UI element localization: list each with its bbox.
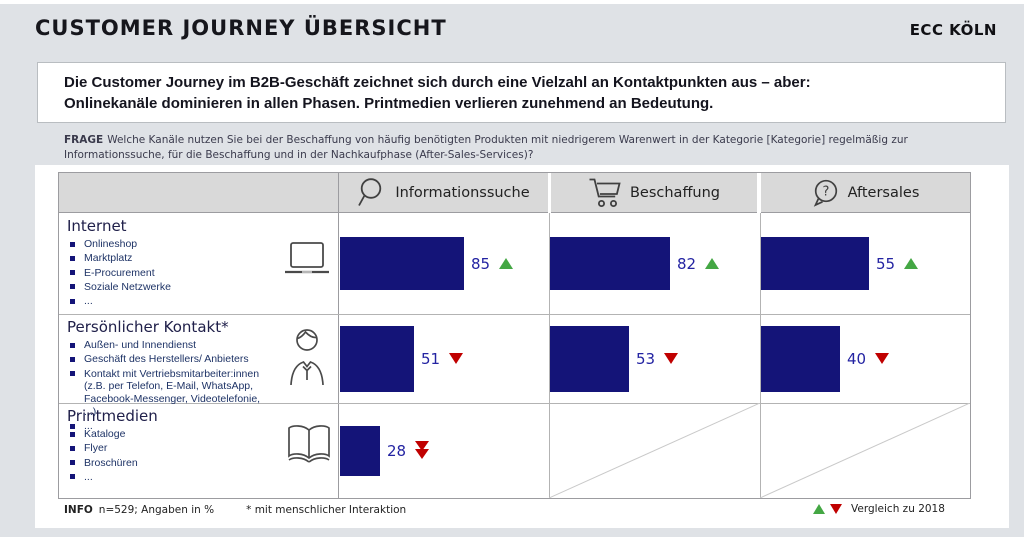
ecc-koeln-logo: ECC KÖLN bbox=[909, 21, 997, 39]
cell-printmedien-informationssuche: 28 bbox=[340, 403, 548, 498]
grid-line bbox=[338, 173, 339, 498]
category-title: Persönlicher Kontakt* bbox=[67, 318, 229, 336]
bar bbox=[340, 237, 464, 290]
list-item: Marktplatz bbox=[67, 252, 272, 265]
row-label-internet: Internet Onlineshop Marktplatz E-Procure… bbox=[67, 217, 282, 309]
header-cell-informationssuche: Informationssuche bbox=[339, 173, 548, 213]
headline-line2: Onlinekanäle dominieren in allen Phasen.… bbox=[64, 95, 714, 112]
svg-text:?: ? bbox=[822, 184, 829, 199]
headline-line1: Die Customer Journey im B2B-Geschäft zei… bbox=[64, 74, 811, 91]
legend-down-icon bbox=[830, 504, 842, 514]
cell-internet-beschaffung: 82 bbox=[550, 213, 760, 314]
info-footnote: INFO n=529; Angaben in % * mit menschlic… bbox=[64, 504, 406, 516]
grid-line bbox=[59, 314, 970, 315]
trend-icon bbox=[904, 258, 919, 269]
cell-kontakt-aftersales: 40 bbox=[761, 314, 969, 403]
list-item: E-Procurement bbox=[67, 267, 272, 280]
bar bbox=[340, 425, 380, 476]
value-label: 85 bbox=[471, 254, 491, 273]
info-label: INFO bbox=[64, 504, 93, 516]
question-line2: Informationssuche, für die Beschaffung u… bbox=[64, 149, 534, 162]
list-item: Geschäft des Herstellers/ Anbieters bbox=[67, 353, 272, 366]
bar bbox=[761, 325, 840, 392]
grid-line bbox=[59, 403, 970, 404]
trend-icon bbox=[449, 353, 464, 364]
category-items: Außen- und Innendienst Geschäft des Hers… bbox=[67, 339, 272, 433]
cell-internet-informationssuche: 85 bbox=[340, 213, 548, 314]
trend-legend: Vergleich zu 2018 bbox=[813, 503, 945, 515]
list-item: ... bbox=[67, 471, 272, 484]
top-strip bbox=[0, 0, 1024, 4]
category-items: Kataloge Flyer Broschüren ... bbox=[67, 428, 272, 484]
cell-internet-aftersales: 55 bbox=[761, 213, 969, 314]
grid-line bbox=[760, 213, 761, 498]
header-cell-aftersales: ? Aftersales bbox=[761, 173, 970, 213]
bar bbox=[550, 325, 629, 392]
trend-icon bbox=[499, 258, 514, 269]
journey-table: Informationssuche Beschaffung bbox=[58, 172, 971, 499]
cart-icon bbox=[588, 177, 621, 208]
magnifier-icon bbox=[357, 177, 386, 208]
list-item: ... bbox=[67, 420, 272, 433]
list-item: Flyer bbox=[67, 442, 272, 455]
list-item: Onlineshop bbox=[67, 238, 272, 251]
info-text: n=529; Angaben in % bbox=[98, 504, 215, 516]
question-line1: Welche Kanäle nutzen Sie bei der Beschaf… bbox=[107, 134, 908, 146]
value-label: 28 bbox=[387, 441, 407, 460]
list-item: ... bbox=[67, 295, 272, 308]
bar bbox=[550, 237, 670, 290]
bar bbox=[761, 237, 869, 290]
header-cell-beschaffung: Beschaffung bbox=[551, 173, 757, 213]
list-item: Soziale Netzwerke bbox=[67, 281, 272, 294]
value-label: 82 bbox=[677, 254, 697, 273]
survey-question: FRAGE Welche Kanäle nutzen Sie bei der Be… bbox=[64, 133, 974, 163]
person-icon bbox=[287, 325, 327, 389]
grid-line bbox=[549, 213, 550, 498]
trend-icon bbox=[664, 353, 679, 364]
column-label: Informationssuche bbox=[395, 184, 530, 201]
header-cell-channels bbox=[59, 173, 338, 213]
list-item: Broschüren bbox=[67, 457, 272, 470]
value-label: 51 bbox=[421, 349, 441, 368]
value-label: 55 bbox=[876, 254, 896, 273]
value-label: 53 bbox=[636, 349, 656, 368]
row-label-persoenlicher-kontakt: Persönlicher Kontakt* Außen- und Innendi… bbox=[67, 318, 282, 435]
question-bubble-icon: ? bbox=[812, 179, 839, 207]
page-title: CUSTOMER JOURNEY ÜBERSICHT bbox=[35, 16, 447, 40]
question-label: FRAGE bbox=[64, 134, 104, 146]
asterisk-note: * mit menschlicher Interaktion bbox=[246, 504, 407, 516]
column-label: Beschaffung bbox=[629, 184, 721, 201]
trend-icon bbox=[705, 258, 720, 269]
bar bbox=[340, 325, 414, 392]
column-label: Aftersales bbox=[847, 184, 920, 201]
cell-kontakt-informationssuche: 51 bbox=[340, 314, 548, 403]
value-label: 40 bbox=[847, 349, 867, 368]
category-title: Internet bbox=[67, 217, 127, 235]
category-items: Onlineshop Marktplatz E-Procurement Sozi… bbox=[67, 238, 272, 308]
trend-icon bbox=[875, 353, 890, 364]
category-title: Printmedien bbox=[67, 407, 158, 425]
cell-kontakt-beschaffung: 53 bbox=[550, 314, 760, 403]
cell-printmedien-aftersales-empty bbox=[760, 403, 970, 498]
cell-printmedien-beschaffung-empty bbox=[549, 403, 760, 498]
list-item: Kataloge bbox=[67, 428, 272, 441]
legend-text: Vergleich zu 2018 bbox=[851, 503, 945, 515]
row-label-printmedien: Printmedien Kataloge Flyer Broschüren ..… bbox=[67, 407, 282, 485]
trend-icon bbox=[415, 441, 430, 460]
headline-box: Die Customer Journey im B2B-Geschäft zei… bbox=[37, 62, 1006, 123]
list-item: Kontakt mit Vertriebsmitarbeiter:innen (… bbox=[67, 368, 272, 419]
legend-up-icon bbox=[813, 504, 825, 514]
chart-panel: Informationssuche Beschaffung bbox=[35, 165, 1009, 528]
list-item: Außen- und Innendienst bbox=[67, 339, 272, 352]
laptop-icon bbox=[283, 241, 331, 279]
book-icon bbox=[287, 423, 331, 469]
